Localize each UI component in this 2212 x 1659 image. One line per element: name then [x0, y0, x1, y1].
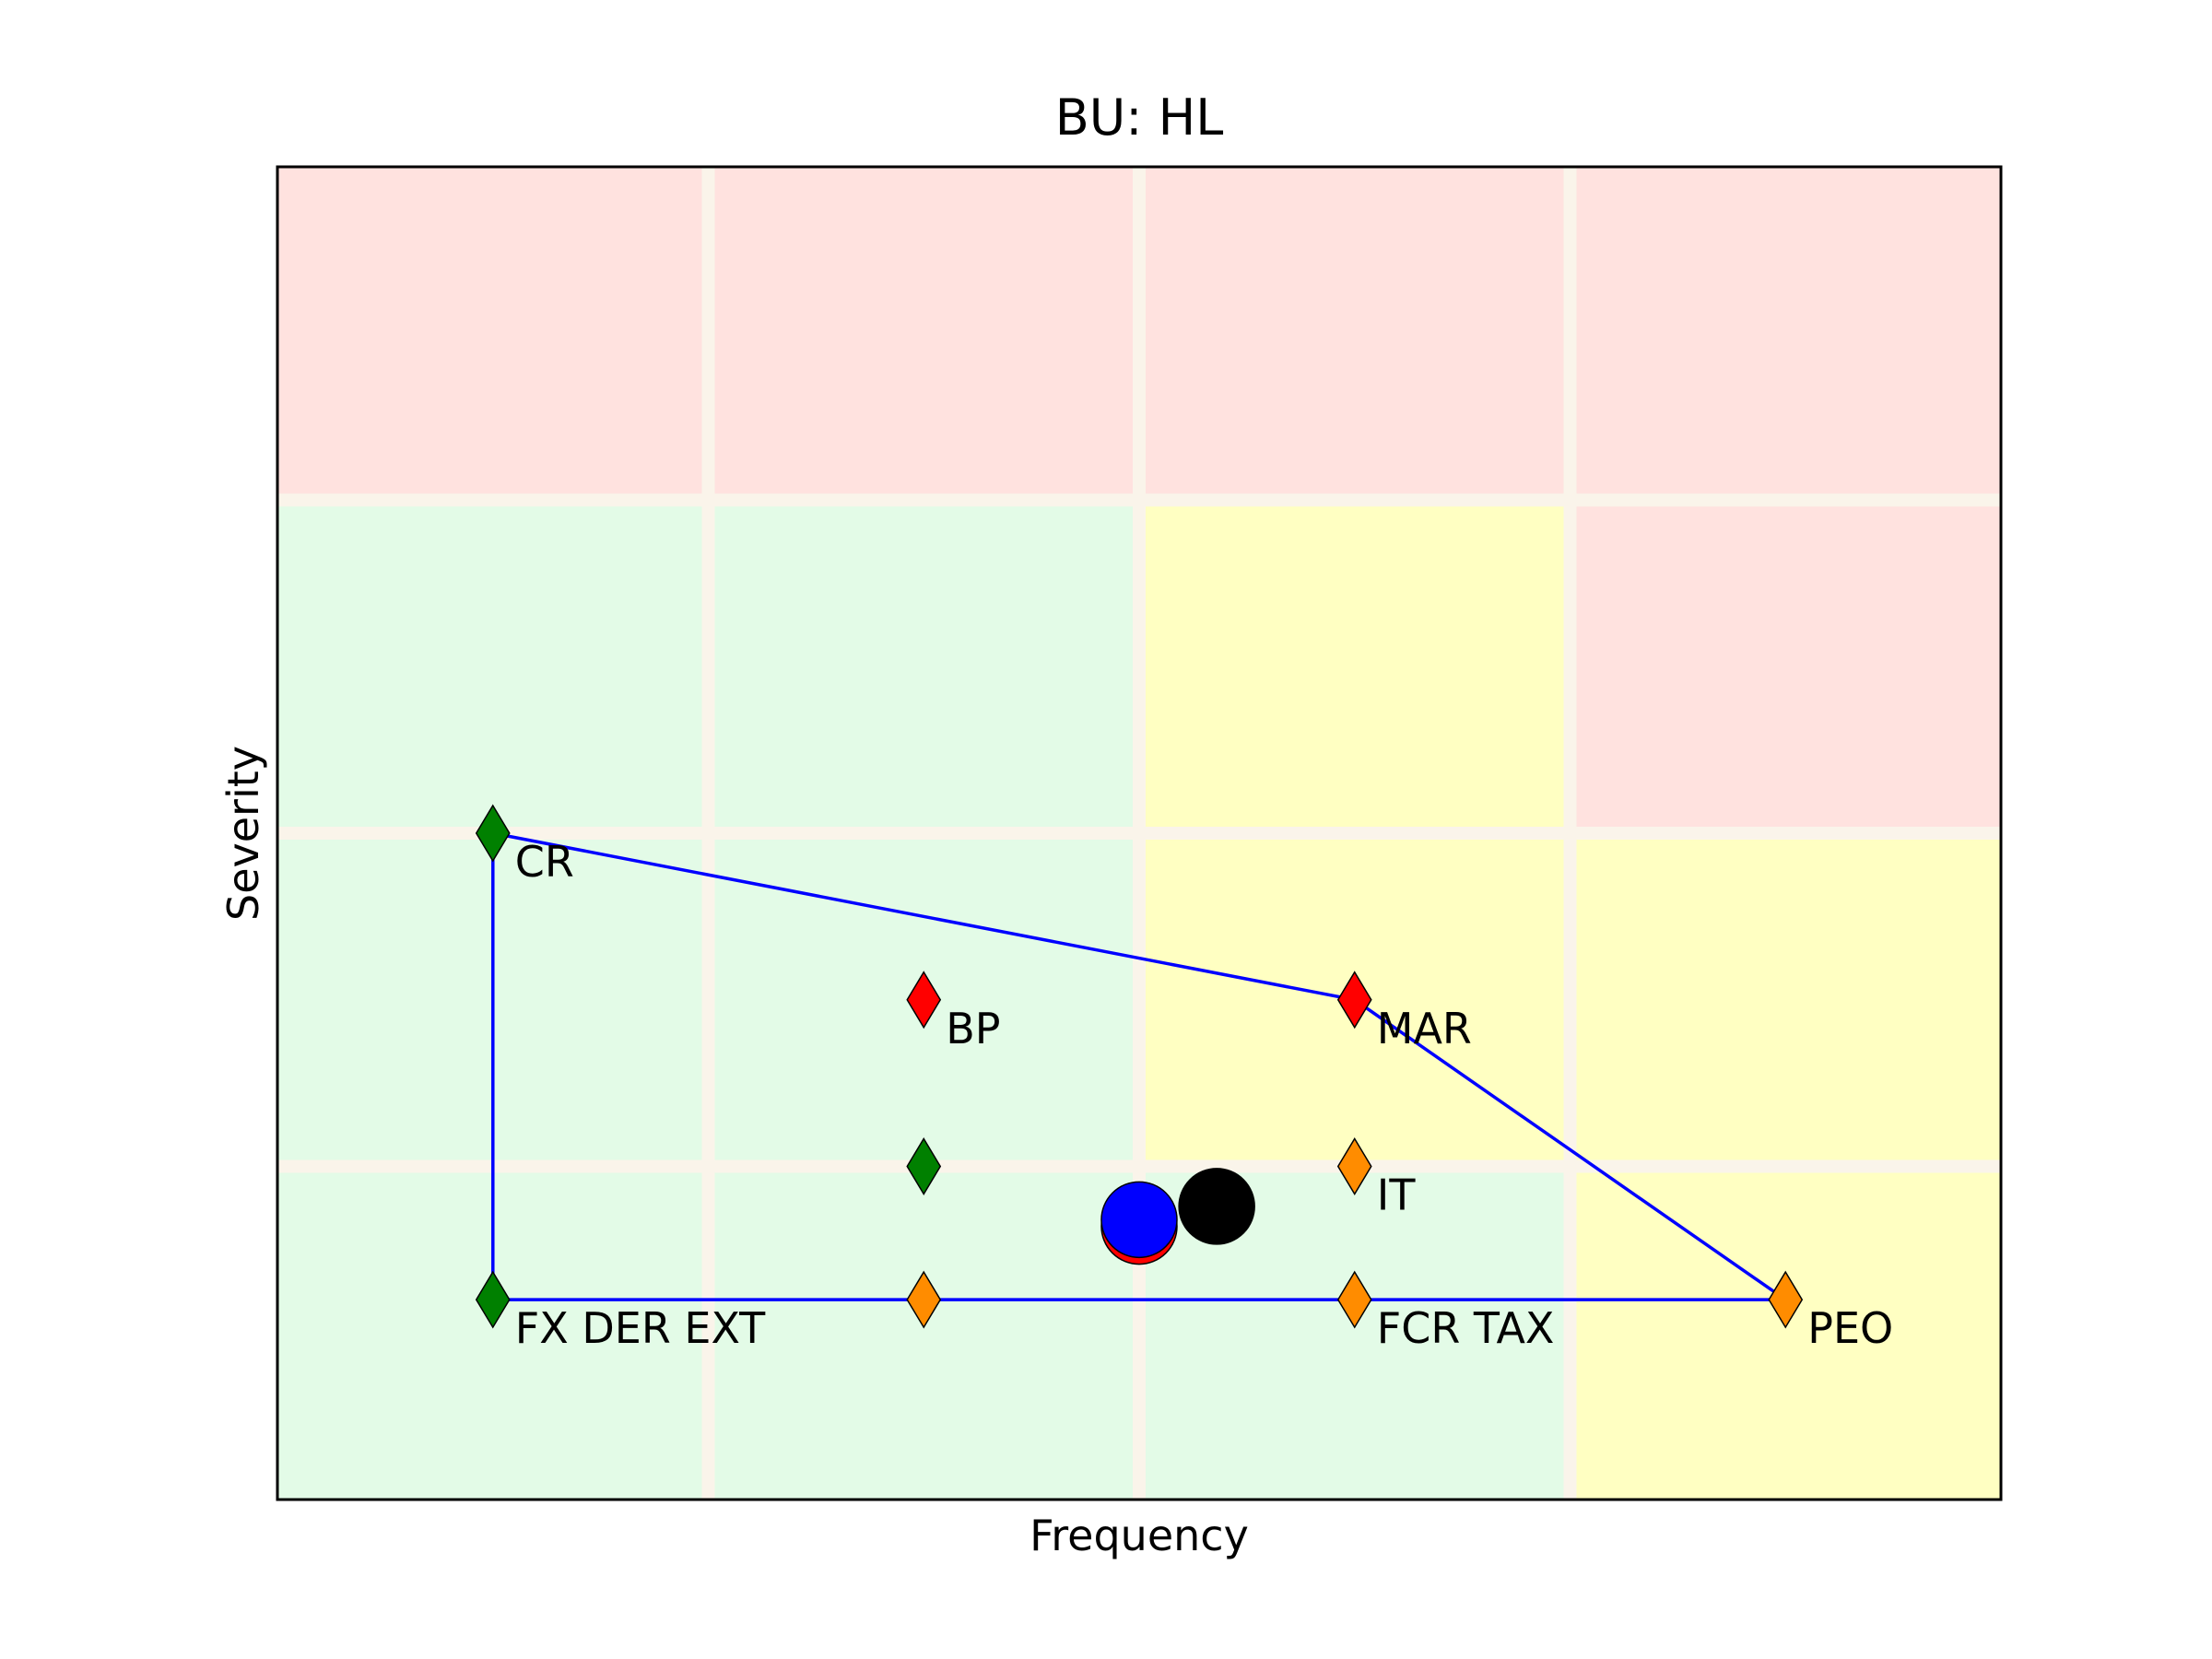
risk-zone-r0-c1 [714, 1172, 1133, 1500]
risk-zone-r0-c3 [1576, 1172, 2001, 1500]
risk-zone-r3-c0 [277, 167, 702, 494]
x-axis-label: Frequency [1030, 1511, 1249, 1560]
centroid-marker-3 [1178, 1168, 1255, 1245]
data-point-5 [1336, 1137, 1372, 1195]
y-axis-label: Severity [218, 746, 268, 921]
data-point-8 [1336, 1270, 1372, 1329]
data-point-4 [906, 1137, 942, 1195]
point-label-1: CR [515, 837, 574, 887]
point-label-5: IT [1377, 1171, 1417, 1220]
centroid-markers [1100, 1168, 1255, 1265]
point-label-6: FX DER EXT [515, 1303, 766, 1353]
point-label-8: FCR TAX [1377, 1303, 1555, 1353]
point-label-3: MAR [1377, 1004, 1472, 1053]
data-point-1 [475, 804, 511, 863]
risk-zone-r2-c3 [1576, 506, 2001, 827]
data-point-2 [906, 971, 942, 1030]
point-label-9: PEO [1807, 1303, 1893, 1353]
risk-zone-r1-c3 [1576, 840, 2001, 1160]
risk-zone-r2-c2 [1146, 506, 1564, 827]
risk-zone-r3-c3 [1576, 167, 2001, 494]
risk-zone-r2-c0 [277, 506, 702, 827]
data-point-9 [1768, 1270, 1804, 1329]
data-points [475, 804, 1804, 1329]
centroid-marker-2 [1100, 1181, 1178, 1259]
risk-zone-r1-c0 [277, 840, 702, 1160]
plot-frame [276, 165, 2003, 1501]
risk-zone-r2-c1 [714, 506, 1133, 827]
data-point-3 [1336, 971, 1372, 1030]
point-labels: CR BP MAR IT FX DER EXT FCR TAX PEO [515, 837, 1894, 1353]
chart-title: BU: HL [1055, 88, 1224, 147]
risk-zone-r3-c2 [1146, 167, 1564, 494]
data-point-7 [906, 1270, 942, 1329]
data-point-6 [475, 1270, 511, 1329]
point-label-2: BP [946, 1004, 1000, 1053]
risk-zone-r3-c1 [714, 167, 1133, 494]
risk-zones [277, 167, 2001, 1500]
risk-zone-r0-c0 [277, 1172, 702, 1500]
